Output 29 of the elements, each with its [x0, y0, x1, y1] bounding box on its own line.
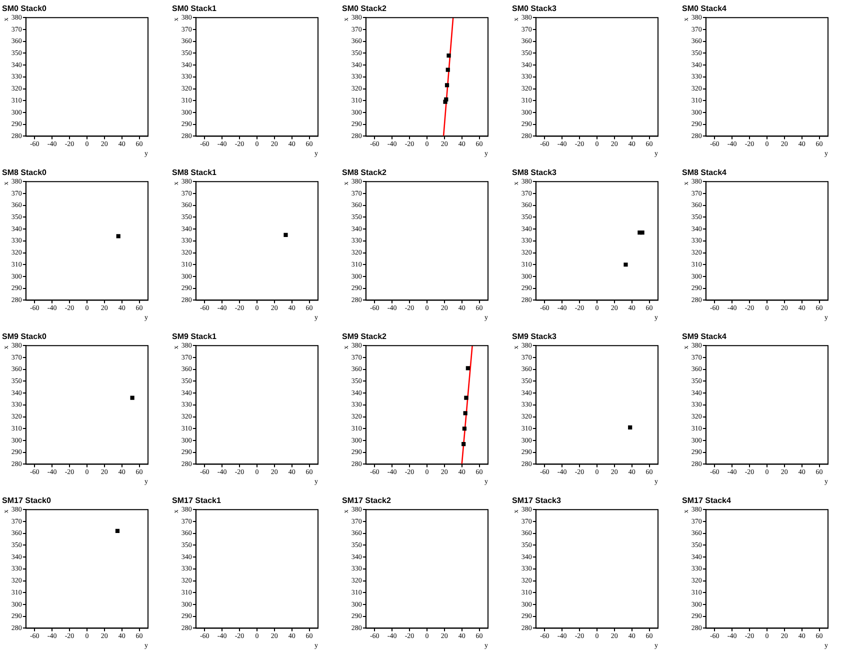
chart-title: SM9 Stack0	[2, 332, 48, 342]
chart-title: SM17 Stack4	[682, 496, 732, 506]
point	[462, 426, 467, 431]
chart-title: SM8 Stack1	[172, 168, 218, 178]
chart-title: SM9 Stack4	[682, 332, 728, 342]
chart-title: SM17 Stack3	[512, 496, 562, 506]
point	[464, 396, 468, 400]
chart-title: SM9 Stack2	[342, 332, 388, 342]
chart-title: SM0 Stack2	[342, 4, 388, 14]
chart-title: SM9 Stack3	[512, 332, 558, 342]
point	[444, 83, 450, 88]
point	[443, 100, 448, 104]
point	[446, 68, 450, 72]
chart-title: SM9 Stack1	[172, 332, 218, 342]
point	[446, 53, 451, 58]
chart-title: SM0 Stack4	[682, 4, 728, 14]
chart-title: SM0 Stack1	[172, 4, 218, 14]
chart-title: SM8 Stack0	[2, 168, 48, 178]
chart-title: SM8 Stack2	[342, 168, 388, 178]
chart-title: SM17 Stack2	[342, 496, 392, 506]
point	[466, 366, 470, 370]
chart-title: SM0 Stack3	[512, 4, 558, 14]
chart-title: SM0 Stack0	[2, 4, 48, 14]
chart-title: SM8 Stack3	[512, 168, 558, 178]
chart-title: SM17 Stack1	[172, 496, 222, 506]
chart-title: SM17 Stack0	[2, 496, 52, 506]
point	[463, 411, 468, 416]
chart-title: SM8 Stack4	[682, 168, 728, 178]
point	[462, 442, 466, 446]
